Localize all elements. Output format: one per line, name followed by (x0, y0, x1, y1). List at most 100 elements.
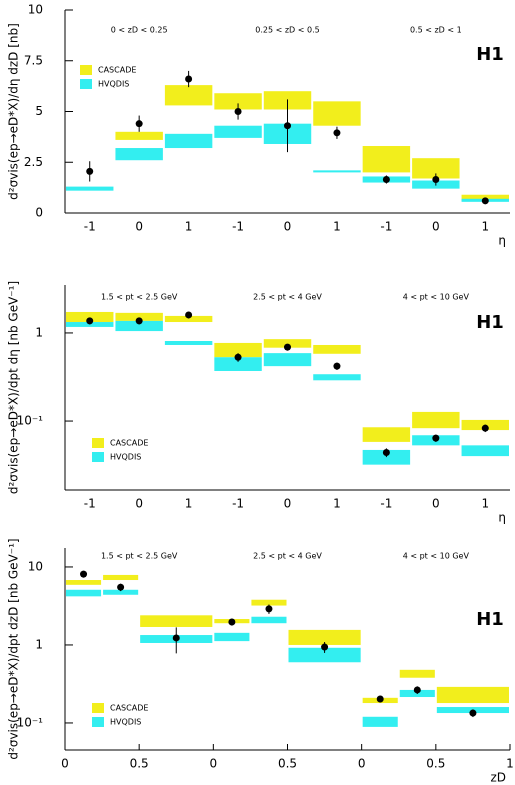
model-band (103, 589, 139, 595)
x-tick-label: 1 (506, 757, 514, 771)
legend-swatch (80, 65, 92, 75)
legend-label: HVQDIS (110, 453, 141, 462)
y-tick-label: 1 (35, 637, 43, 651)
data-point (432, 434, 440, 442)
model-band (251, 599, 287, 606)
group-label: 2.5 < pt < 4 GeV (253, 293, 322, 302)
x-tick-label: 1 (333, 497, 341, 511)
model-band (313, 170, 361, 173)
data-point (333, 362, 341, 370)
model-band (66, 580, 102, 585)
model-band (412, 158, 460, 179)
model-band (115, 131, 163, 140)
data-point (265, 605, 273, 613)
data-point (86, 317, 94, 325)
data-point (284, 122, 291, 130)
y-axis-title: d²σvis(ep→eD*X)/dpt dη [nb GeV⁻¹] (7, 281, 21, 494)
data-point (135, 317, 143, 325)
y-tick-label: 1 (35, 325, 43, 339)
data-point (228, 618, 236, 626)
legend-swatch (92, 717, 104, 727)
model-band (412, 411, 460, 429)
model-band (436, 686, 509, 704)
x-tick-label: 0.5 (426, 757, 445, 771)
x-tick-label: 1 (185, 497, 193, 511)
model-band (66, 311, 114, 323)
model-band (66, 322, 114, 327)
x-tick-label: -1 (84, 220, 96, 234)
x-axis-title: η (498, 234, 506, 248)
model-band (103, 574, 139, 581)
x-tick-label: 0 (432, 220, 440, 234)
data-point (185, 311, 193, 319)
h1-label: H1 (476, 312, 504, 333)
model-band (164, 341, 213, 345)
y-axis-title: d²σvis(ep→eD*X)/dpt dzD [nb GeV⁻¹] (7, 538, 21, 759)
legend-label: CASCADE (110, 704, 148, 713)
model-band (140, 615, 213, 627)
model-band (214, 632, 250, 642)
x-tick-label: 0 (284, 220, 292, 234)
data-point (469, 709, 477, 717)
x-tick-label: 1 (333, 220, 341, 234)
data-point (481, 197, 489, 205)
model-band (362, 449, 411, 465)
x-tick-label: 0.5 (278, 757, 297, 771)
model-band (399, 669, 435, 678)
data-point (382, 448, 390, 456)
model-band (313, 374, 361, 381)
x-tick-label: -1 (232, 220, 244, 234)
legend-swatch (92, 438, 104, 448)
data-point (185, 75, 193, 83)
group-label: 0 < zD < 0.25 (111, 26, 168, 35)
y-tick-label: 10 (28, 559, 43, 573)
group-label: 1.5 < pt < 2.5 GeV (101, 552, 178, 561)
x-tick-label: -1 (380, 220, 392, 234)
x-tick-label: 0 (135, 220, 143, 234)
data-point (481, 424, 489, 432)
x-tick-label: 0 (432, 497, 440, 511)
model-band (214, 125, 262, 138)
data-point (86, 167, 94, 175)
x-tick-label: 1 (185, 220, 193, 234)
legend-label: HVQDIS (98, 80, 129, 89)
x-axis-title: η (498, 511, 506, 525)
group-label: 0.25 < zD < 0.5 (255, 26, 319, 35)
legend-swatch (80, 79, 92, 89)
x-tick-label: -1 (232, 497, 244, 511)
y-tick-label: 0 (35, 206, 43, 220)
x-tick-label: -1 (380, 497, 392, 511)
y-tick-label: 10 (28, 3, 43, 17)
data-point (117, 583, 125, 591)
group-label: 1.5 < pt < 2.5 GeV (101, 293, 178, 302)
group-label: 0.5 < zD < 1 (410, 26, 462, 35)
model-band (263, 339, 312, 348)
data-point (376, 695, 384, 703)
data-point (284, 343, 291, 351)
x-axis-title: zD (490, 771, 506, 785)
data-point (333, 129, 341, 137)
model-band (115, 312, 163, 321)
y-tick-label: 10⁻¹ (17, 414, 44, 428)
x-tick-label: 0.5 (130, 757, 149, 771)
y-tick-label: 10⁻¹ (17, 715, 44, 729)
legend-label: CASCADE (98, 66, 136, 75)
model-band (251, 616, 287, 624)
data-point (172, 634, 180, 642)
model-band (115, 148, 163, 161)
data-point (80, 570, 88, 578)
data-point (234, 353, 242, 361)
x-tick-label: -1 (84, 497, 96, 511)
model-band (263, 353, 312, 367)
model-band (66, 186, 114, 191)
data-point (382, 176, 390, 184)
model-band (313, 101, 361, 126)
y-tick-label: 7.5 (24, 53, 43, 67)
model-band (214, 342, 262, 358)
model-band (66, 589, 102, 597)
y-tick-label: 2.5 (24, 155, 43, 169)
x-tick-label: 0 (284, 497, 292, 511)
x-tick-label: 0 (135, 497, 143, 511)
model-band (362, 716, 398, 727)
